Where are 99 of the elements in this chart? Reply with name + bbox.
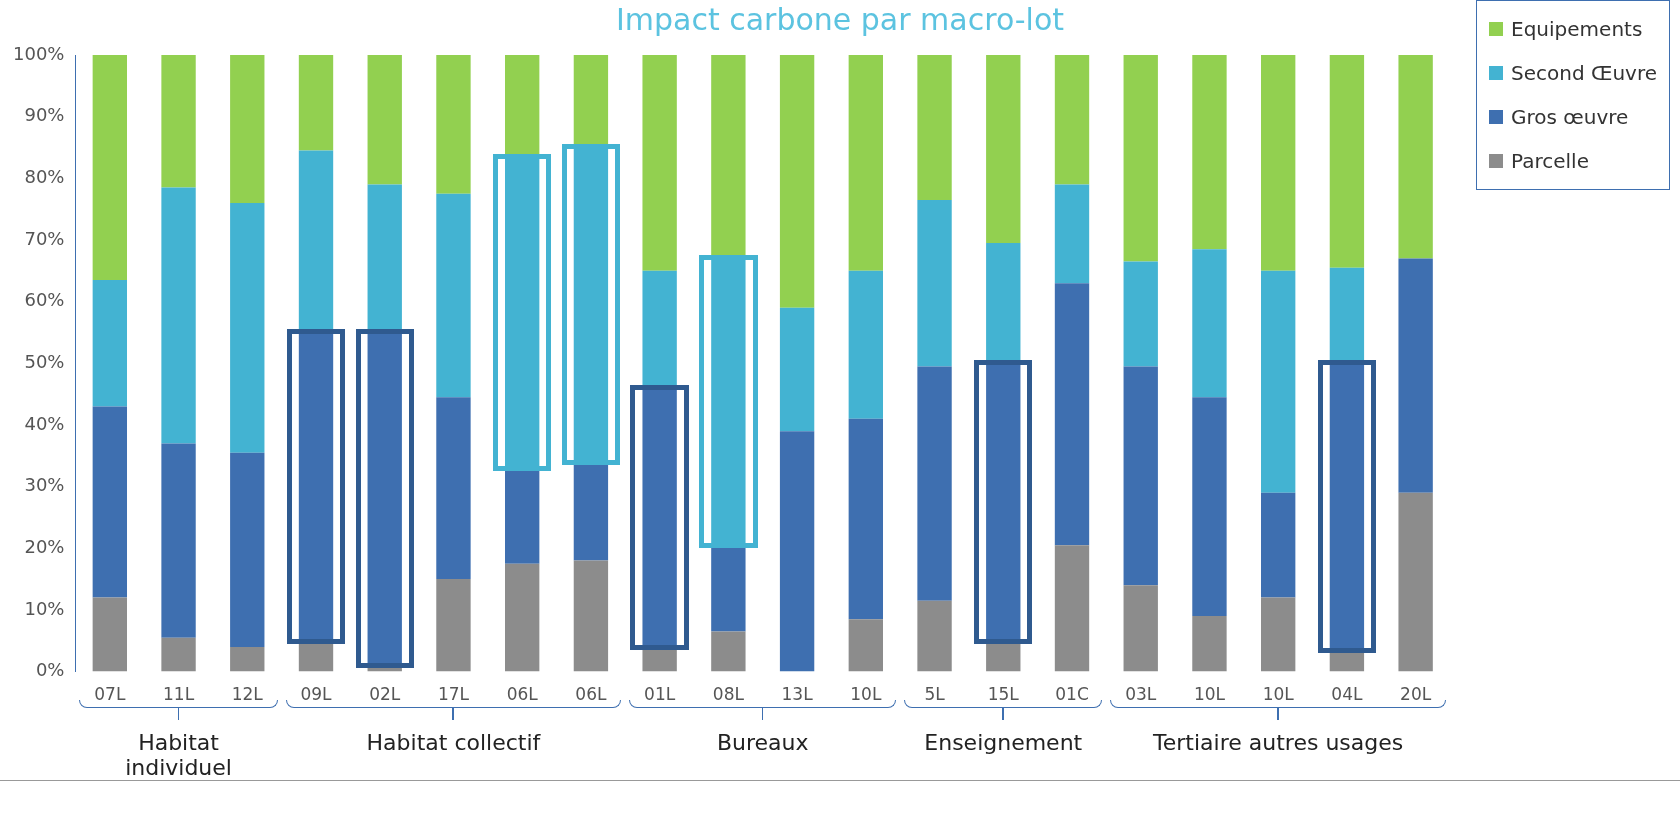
bar [1192,397,1227,617]
chart-title: Impact carbone par macro-lot [615,2,1065,37]
x-tick-label: 04L [1331,684,1363,705]
bar [711,545,746,632]
bar [505,468,540,564]
bar [92,597,128,672]
y-tick-label: 10% [24,597,65,619]
bar [917,199,952,367]
y-tick-label: 60% [24,289,65,311]
bar [848,619,883,672]
x-tick-label: 17L [437,684,470,705]
bar [1054,55,1090,185]
x-tick-label: 20L [1400,684,1432,705]
bar [711,631,746,672]
text: Tertiaire autres usages [1152,730,1405,755]
x-tick-label: 15L [987,684,1020,705]
bar [1054,545,1090,672]
x-tick-label: 01C [1055,684,1089,705]
bar [1329,55,1365,268]
bar [848,418,883,620]
bar [505,563,540,672]
bar [1192,616,1227,672]
bar [848,270,883,419]
bar [436,55,471,194]
bar [1261,492,1296,598]
bar [642,270,677,388]
bar [436,193,471,398]
x-tick-label: 09L [300,684,333,705]
bar [917,55,952,200]
bar [1261,270,1296,493]
y-tick-label: 40% [24,412,65,434]
text: Enseignement [923,730,1084,755]
legend-label: Parcelle [1511,149,1589,173]
bar [92,406,128,598]
bar [1261,55,1296,271]
x-tick-label: 10L [1262,684,1295,705]
bar [917,366,952,601]
bar [230,646,265,672]
legend-label: Second Œuvre [1511,61,1657,85]
bar [986,55,1021,244]
bar [1192,249,1227,398]
bar [1398,258,1433,493]
legend-label: Gros œuvre [1511,105,1629,129]
x-tick-label: 07L [94,684,126,705]
text: Bureaux [715,730,810,755]
bar [848,55,883,271]
bar [1123,55,1158,262]
bar [161,187,196,444]
bar [1123,585,1158,672]
x-tick-label: 06L [575,684,607,705]
y-tick-label: 0% [35,659,65,681]
bar [1054,283,1090,546]
bar [367,55,402,185]
bar [1123,366,1158,586]
y-tick-label: 80% [24,165,65,187]
bar [298,55,334,151]
y-tick-label: 50% [24,350,65,372]
y-tick-label: 70% [24,227,65,249]
y-tick-label: 90% [24,104,65,126]
bar [1192,55,1227,250]
bar [161,637,196,672]
bar [1398,492,1433,672]
bar [1398,55,1433,259]
bar [1123,261,1158,367]
bar [436,397,471,580]
x-tick-label: 03L [1125,684,1157,705]
x-tick-label: 02L [369,684,401,705]
bar [917,600,952,672]
text: Habitat collectif [365,730,542,755]
bar [92,280,128,407]
y-tick-label: 20% [24,535,65,557]
bar [642,55,677,271]
x-tick-label: 10L [1193,684,1226,705]
text: Habitat individuel [124,730,233,780]
bar [1261,597,1296,672]
bar [779,307,815,432]
bar [161,443,196,638]
x-tick-label: 5L [924,684,946,705]
bar [230,452,265,647]
bar [161,55,196,188]
bar [436,579,471,672]
legend-label: Equipements [1511,17,1643,41]
bar [1054,184,1090,284]
x-tick-label: 10L [850,684,882,705]
bar [92,55,128,281]
bar [779,55,815,308]
x-tick-label: 12L [231,684,264,705]
bar [573,560,609,672]
x-tick-label: 11L [163,684,195,705]
y-tick-label: 100% [12,42,65,64]
x-tick-label: 13L [781,684,814,705]
bar [230,55,265,203]
bar [505,55,540,157]
x-tick-label: 08L [712,684,745,705]
x-tick-label: 01L [644,684,676,705]
y-tick-label: 30% [24,474,65,496]
x-tick-label: 06L [506,684,539,705]
bar [230,202,265,453]
bar [779,431,815,672]
